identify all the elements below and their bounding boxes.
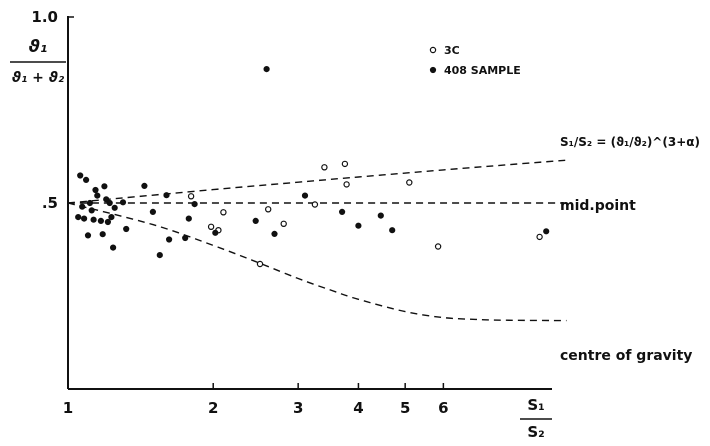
data-point-408-sample — [339, 208, 346, 215]
data-point-408-sample — [301, 192, 309, 199]
data-point-3c — [311, 201, 319, 208]
data-point-3c — [220, 209, 227, 216]
data-point-3c — [187, 193, 195, 200]
legend-marker-open — [429, 46, 437, 54]
x-tick-label: 2 — [208, 399, 218, 417]
curve-label-power-law-text: S₁/S₂ = (ϑ₁/ϑ₂)^(3+α) — [560, 135, 700, 149]
data-point-408-sample — [185, 215, 192, 222]
data-point-3c — [406, 179, 413, 186]
x-tick-label: 6 — [438, 399, 448, 417]
data-point-3c — [341, 160, 349, 168]
data-point-408-sample — [355, 222, 362, 229]
x-tick-label: 3 — [293, 399, 303, 417]
data-point-408-sample — [123, 225, 130, 233]
data-point-3c — [321, 164, 328, 171]
data-point-408-sample — [149, 208, 156, 215]
data-point-408-sample — [119, 199, 127, 206]
data-point-408-sample — [263, 66, 270, 73]
data-point-408-sample — [88, 207, 95, 214]
point-layer — [75, 66, 550, 268]
curve-label-mid-point: mid.point — [560, 198, 636, 214]
data-point-408-sample — [182, 234, 189, 242]
legend-label-408-sample: 408 SAMPLE — [444, 64, 521, 77]
data-point-408-sample — [212, 229, 219, 236]
power-law-curve — [67, 159, 567, 204]
centre-of-gravity-curve — [67, 202, 567, 322]
data-point-408-sample — [84, 232, 92, 239]
x-tick-label: 4 — [353, 399, 363, 417]
x-axis-label: S₁ S₂ — [520, 396, 552, 441]
curve-label-power-law: S₁/S₂ = (ϑ₁/ϑ₂)^(3+α) — [560, 135, 700, 149]
data-point-408-sample — [191, 201, 198, 208]
y-axis-label: ϑ₁ ϑ₁ + ϑ₂ — [10, 37, 66, 86]
data-point-3c — [265, 206, 272, 213]
data-point-408-sample — [94, 192, 101, 199]
data-point-408-sample — [111, 204, 118, 211]
data-point-408-sample — [252, 217, 259, 224]
legend-label-3c: 3C — [444, 44, 460, 57]
data-point-408-sample — [92, 186, 99, 194]
x-axis-label-numerator: S₁ — [527, 396, 544, 414]
data-point-408-sample — [104, 218, 112, 226]
data-point-408-sample — [389, 227, 396, 234]
data-point-408-sample — [110, 244, 117, 251]
data-point-3c — [343, 181, 350, 188]
data-point-408-sample — [543, 228, 550, 235]
legend-marker-filled — [429, 66, 437, 74]
x-tick-label: 1 — [63, 399, 73, 417]
y-tick-label: 1.0 — [31, 8, 58, 26]
data-point-408-sample — [163, 192, 170, 199]
curve-label-centre-of-gravity: centre of gravity — [560, 348, 692, 364]
data-point-408-sample — [79, 203, 86, 210]
data-point-408-sample — [141, 182, 148, 189]
data-point-408-sample — [103, 196, 110, 203]
data-point-408-sample — [99, 231, 106, 238]
data-point-3c — [434, 243, 442, 250]
y-axis-label-numerator: ϑ₁ — [29, 37, 48, 57]
tick-layer: 1 2 3 4 5 6 .5 1.0 — [31, 8, 448, 417]
y-axis-label-denominator: ϑ₁ + ϑ₂ — [12, 70, 65, 86]
data-point-408-sample — [156, 252, 163, 259]
x-axis-label-denominator: S₂ — [527, 423, 544, 441]
data-point-408-sample — [97, 217, 105, 224]
data-point-408-sample — [108, 214, 115, 221]
data-point-3c — [256, 260, 264, 268]
data-point-408-sample — [377, 212, 384, 219]
data-point-408-sample — [77, 172, 84, 179]
data-point-408-sample — [166, 236, 173, 243]
data-point-408-sample — [101, 183, 108, 190]
legend: 3C 408 SAMPLE — [429, 44, 521, 77]
data-point-3c — [207, 223, 215, 230]
data-point-3c — [280, 220, 287, 227]
data-point-408-sample — [86, 199, 94, 207]
data-point-408-sample — [271, 230, 278, 237]
data-point-408-sample — [106, 199, 113, 207]
curve-layer — [67, 159, 567, 322]
data-point-408-sample — [81, 215, 88, 222]
data-point-408-sample — [90, 216, 97, 223]
data-point-408-sample — [83, 176, 90, 183]
x-tick-label: 5 — [400, 399, 410, 417]
y-tick-label: .5 — [42, 194, 58, 212]
data-point-408-sample — [75, 214, 82, 221]
data-point-3c — [536, 233, 543, 241]
